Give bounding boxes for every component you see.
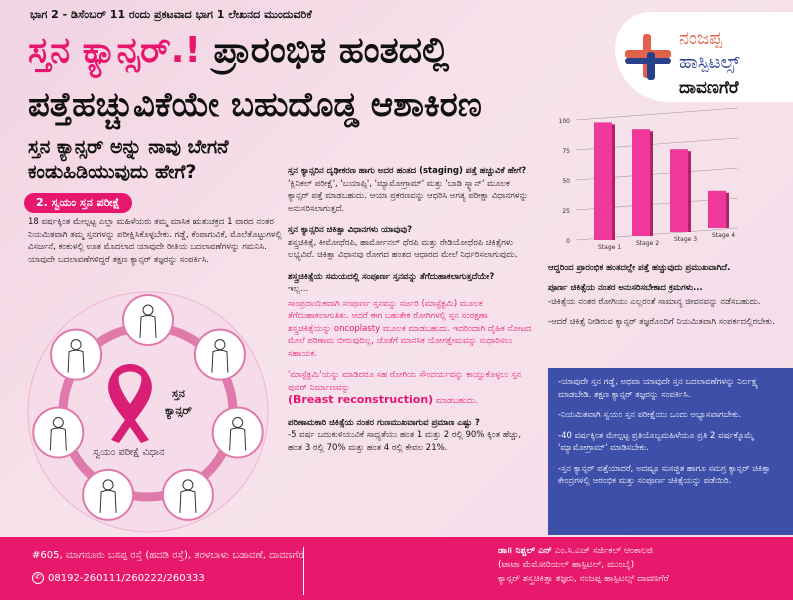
doctor-degree: ಎಂ.ಸಿ.ಎಚ್ ಸರ್ಜಿಕಲ್ ಆಂಕಾಲಜಿ	[554, 546, 653, 556]
chart-bar	[670, 149, 688, 232]
section-label: 2. ಸ್ವಯಂ ಸ್ತನ ಪರೀಕ್ಷೆ	[24, 193, 132, 213]
subheading: ಸ್ತನ ಕ್ಯಾನ್ಸರ್ ಅನ್ನು ನಾವು ಬೇಗನೆ ಕಂಡುಹಿಡಿ…	[28, 136, 229, 183]
advice-item: -ನಿಯಮಿತವಾಗಿ ಸ್ವಯಂ ಸ್ತನ ಪರೀಕ್ಷೆಯು ಒಂದು ಅಭ…	[558, 410, 742, 420]
chart-bar-side	[688, 151, 691, 232]
footer-divider	[303, 547, 304, 595]
chart-bar	[594, 122, 612, 240]
advice-box: -ಯಾವುದೇ ಸ್ತನ ಗಡ್ಡೆ, ಅಥವಾ ಯಾವುದೇ ಸ್ತನ ಬದಲ…	[548, 368, 793, 535]
kicker-text: ಭಾಗ 2 - ಡಿಸೆಂಬರ್ 11 ರಂದು ಪ್ರಕಟವಾದ ಭಾಗ 1 …	[30, 8, 312, 21]
diagram-center-2: ಕ್ಯಾನ್ಸರ್	[165, 404, 192, 417]
survival-bar-chart: 0 25 50 75 100 Stage 1 Stage 2 Stage 3 Stage 4	[548, 105, 793, 255]
right-paragraph: -ಆದರೆ ಚಿಕಿತ್ಸೆ ನೀಡಿರುವ ಕ್ಯಾನ್ಸರ್ ತಜ್ಞರೊಂ…	[548, 316, 775, 327]
doctor-role: ಕ್ಯಾನ್ಸರ್ ಶಸ್ತ್ರಚಿಕಿತ್ಸಾ ತಜ್ಞರು, ನಂಜಪ್ಪ …	[498, 574, 669, 584]
phone-number[interactable]: 08192-260111/260222/260333	[48, 572, 205, 584]
headline-pink: ಸ್ತನ ಕ್ಯಾನ್ಸರ್.!	[28, 30, 201, 71]
breast-reconstruction-term: (Breast reconstruction)	[288, 393, 434, 406]
chart-bar	[708, 190, 726, 228]
advice-item: -ಯಾವುದೇ ಸ್ತನ ಗಡ್ಡೆ, ಅಥವಾ ಯಾವುದೇ ಸ್ತನ ಬದಲ…	[558, 377, 759, 400]
faq-answer: -5 ವರ್ಷ ಬದುಕುಳಿಯುವಿಕೆ ಸಾಧ್ಯತೆಯು ಹಂತ 1 ಮತ…	[288, 430, 522, 453]
phone-row: ✆ 08192-260111/260222/260333	[32, 572, 205, 584]
pink-paragraph-1: ಸಾಂಪ್ರದಾಯಿಕವಾಗಿ ಸಂಪೂರ್ಣ ಸ್ತನವನ್ನು ಸರ್ಜರಿ…	[288, 298, 532, 359]
pink-ribbon-icon	[108, 364, 152, 443]
faq-answer: ಶಸ್ತ್ರಚಿಕಿತ್ಸೆ, ಕೀಮೋಥೆರಪಿ, ಹಾರ್ಮೋನಲ್ ಥೆರ…	[288, 237, 518, 261]
self-exam-step-icon	[122, 294, 174, 346]
chart-x-label: Stage 3	[674, 236, 697, 243]
self-exam-step-icon	[161, 468, 214, 521]
right-heading: ಪೂರ್ಣ ಚಿಕಿತ್ಸೆಯ ನಂತರ ಅನುಸರಿಸಬೇಕಾದ ಕ್ರಮಗಳ…	[548, 282, 703, 293]
doctor-affiliation: (ಟಾಟಾ ಮೆಮೋರಿಯಲ್ ಹಾಸ್ಪಿಟಲ್, ಮುಂಬೈ)	[498, 560, 635, 570]
chart-y-tick: 75	[562, 148, 570, 155]
chart-x-label: Stage 1	[598, 244, 621, 251]
footer: #605, ಮಾಗನೂರು ಬಸಪ್ಪ ರಸ್ತೆ (ಹದಡಿ ರಸ್ತೆ), …	[0, 537, 793, 600]
pink-paragraph-2: 'ಮಾಸ್ಟೆಕ್ಟಮಿ'ಯನ್ನು ಮಾಡಿದರೂ ಸಹ ರೋಗಿಯ ಸೌಂದ…	[288, 370, 522, 393]
faq-question: ಶಸ್ತ್ರಚಿಕಿತ್ಸೆಯ ಸಮಯದಲ್ಲಿ ಸಂಪೂರ್ಣ ಸ್ತನವನ್…	[288, 271, 495, 282]
advice-item: -ಸ್ತನ ಕ್ಯಾನ್ಸರ್ ಪತ್ತೆಯಾದರೆ, ಅದಷ್ಟೂ ಸುಸಜ್…	[558, 463, 771, 487]
middle-column: ಸ್ತನ ಕ್ಯಾನ್ಸರಿನ ದೃಢೀಕರಣ ಹಾಗು ಅದರ ಹಂತದ (s…	[288, 165, 533, 463]
chart-bar	[632, 129, 650, 236]
faq-answer: ಇಲ್ಲ...	[288, 284, 309, 294]
phone-icon: ✆	[32, 572, 44, 584]
self-exam-step-icon	[32, 406, 85, 459]
self-exam-step-icon	[82, 468, 135, 521]
chart-x-label: Stage 4	[712, 232, 735, 239]
right-paragraph: -ಚಿಕಿತ್ಸೆಯ ನಂತರ ರೋಗಿಯು ಎಲ್ಲರಂತೆ ಸಾಮಾನ್ಯ …	[548, 297, 761, 307]
chart-gridline	[575, 107, 739, 121]
chart-y-tick: 50	[562, 178, 570, 185]
cross-logo-icon	[625, 34, 671, 80]
chart-bar-side	[650, 131, 653, 236]
faq-question: ಸ್ತನ ಕ್ಯಾನ್ಸರಿನ ದೃಢೀಕರಣ ಹಾಗು ಅದರ ಹಂತದ (s…	[288, 166, 527, 176]
self-exam-step-icon	[50, 328, 103, 381]
chart-bar-side	[612, 124, 615, 240]
right-paragraph: ಆದ್ದರಿಂದ ಪ್ರಾರಂಭಿಕ ಹಂತದಲ್ಲೇ ಪತ್ತೆ ಹಚ್ಚುವ…	[548, 263, 731, 273]
self-exam-step-icon	[211, 406, 264, 459]
chart-x-label: Stage 2	[636, 240, 659, 247]
diagram-center-1: ಸ್ತನ	[172, 387, 185, 400]
chart-y-tick: 100	[559, 118, 571, 125]
faq-question: ಸ್ತನ ಕ್ಯಾನ್ಸರಿನ ಚಿಕಿತ್ಸಾ ವಿಧಾನಗಳು ಯಾವುವು…	[288, 225, 413, 235]
chart-bar-side	[726, 192, 729, 228]
doctor-name: ಡಾ॥ ನಿಶ್ಚಲ್ ಎನ್	[498, 546, 552, 556]
self-exam-paragraph: 18 ವರ್ಷಕ್ಕಿಂತ ಮೇಲ್ಪಟ್ಟ ಎಲ್ಲಾ ಮಹಿಳೆಯರು ತಮ…	[28, 217, 282, 265]
faq-question: ಪರಿಣಾಮಕಾರಿ ಚಿಕಿತ್ಸೆಯ ನಂತರ ಗುಣಮುಖವಾಗುವ ಪ್…	[288, 417, 480, 428]
self-exam-step-icon	[193, 328, 246, 381]
hospital-logo: ನಂಜಪ್ಪ ಹಾಸ್ಪಿಟಲ್ಸ್ ದಾವಣಗೆರೆ	[615, 12, 793, 102]
self-exam-diagram: ಸ್ತನ ಕ್ಯಾನ್ಸರ್ ಸ್ವಯಂ ಪರೀಕ್ಷೆ ವಿಧಾನ	[15, 290, 285, 535]
chart-y-tick: 0	[566, 238, 570, 245]
headline-line2: ಪತ್ತೆಹಚ್ಚುವಿಕೆಯೇ ಬಹುದೊಡ್ಡ ಆಶಾಕಿರಣ	[28, 85, 482, 125]
logo-line3: ದಾವಣಗೆರೆ	[679, 78, 739, 98]
logo-line1: ನಂಜಪ್ಪ	[679, 28, 723, 49]
headline-rest: ಪ್ರಾರಂಭಿಕ ಹಂತದಲ್ಲಿ	[213, 30, 450, 71]
headline-line1: ಸ್ತನ ಕ್ಯಾನ್ಸರ್.! ಪ್ರಾರಂಭಿಕ ಹಂತದಲ್ಲಿ	[28, 30, 449, 72]
advice-item: -40 ವರ್ಷಕ್ಕಿಂತ ಮೇಲ್ಪಟ್ಟ ಪ್ರತಿಯೊಬ್ಬಮಹಿಳೆಯ…	[558, 430, 754, 454]
faq-answer: 'ಕ್ಲಿನಿಕಲ್ ಪರೀಕ್ಷೆ', 'ಬಯಾಪ್ಸಿ', 'ಮ್ಯಾಮೋಗ…	[288, 178, 529, 214]
diagram-caption: ಸ್ವಯಂ ಪರೀಕ್ಷೆ ವಿಧಾನ	[93, 447, 165, 458]
doctor-info: ಡಾ॥ ನಿಶ್ಚಲ್ ಎನ್ ಎಂ.ಸಿ.ಎಚ್ ಸರ್ಜಿಕಲ್ ಆಂಕಾಲ…	[498, 544, 669, 586]
chart-y-tick: 25	[562, 208, 570, 215]
right-column: ಆದ್ದರಿಂದ ಪ್ರಾರಂಭಿಕ ಹಂತದಲ್ಲೇ ಪತ್ತೆ ಹಚ್ಚುವ…	[548, 262, 788, 335]
logo-line2: ಹಾಸ್ಪಿಟಲ್ಸ್	[679, 52, 740, 73]
address: #605, ಮಾಗನೂರು ಬಸಪ್ಪ ರಸ್ತೆ (ಹದಡಿ ರಸ್ತೆ), …	[32, 550, 305, 561]
pink-paragraph-end: ಮಾಡಬಹುದು.	[435, 396, 478, 406]
